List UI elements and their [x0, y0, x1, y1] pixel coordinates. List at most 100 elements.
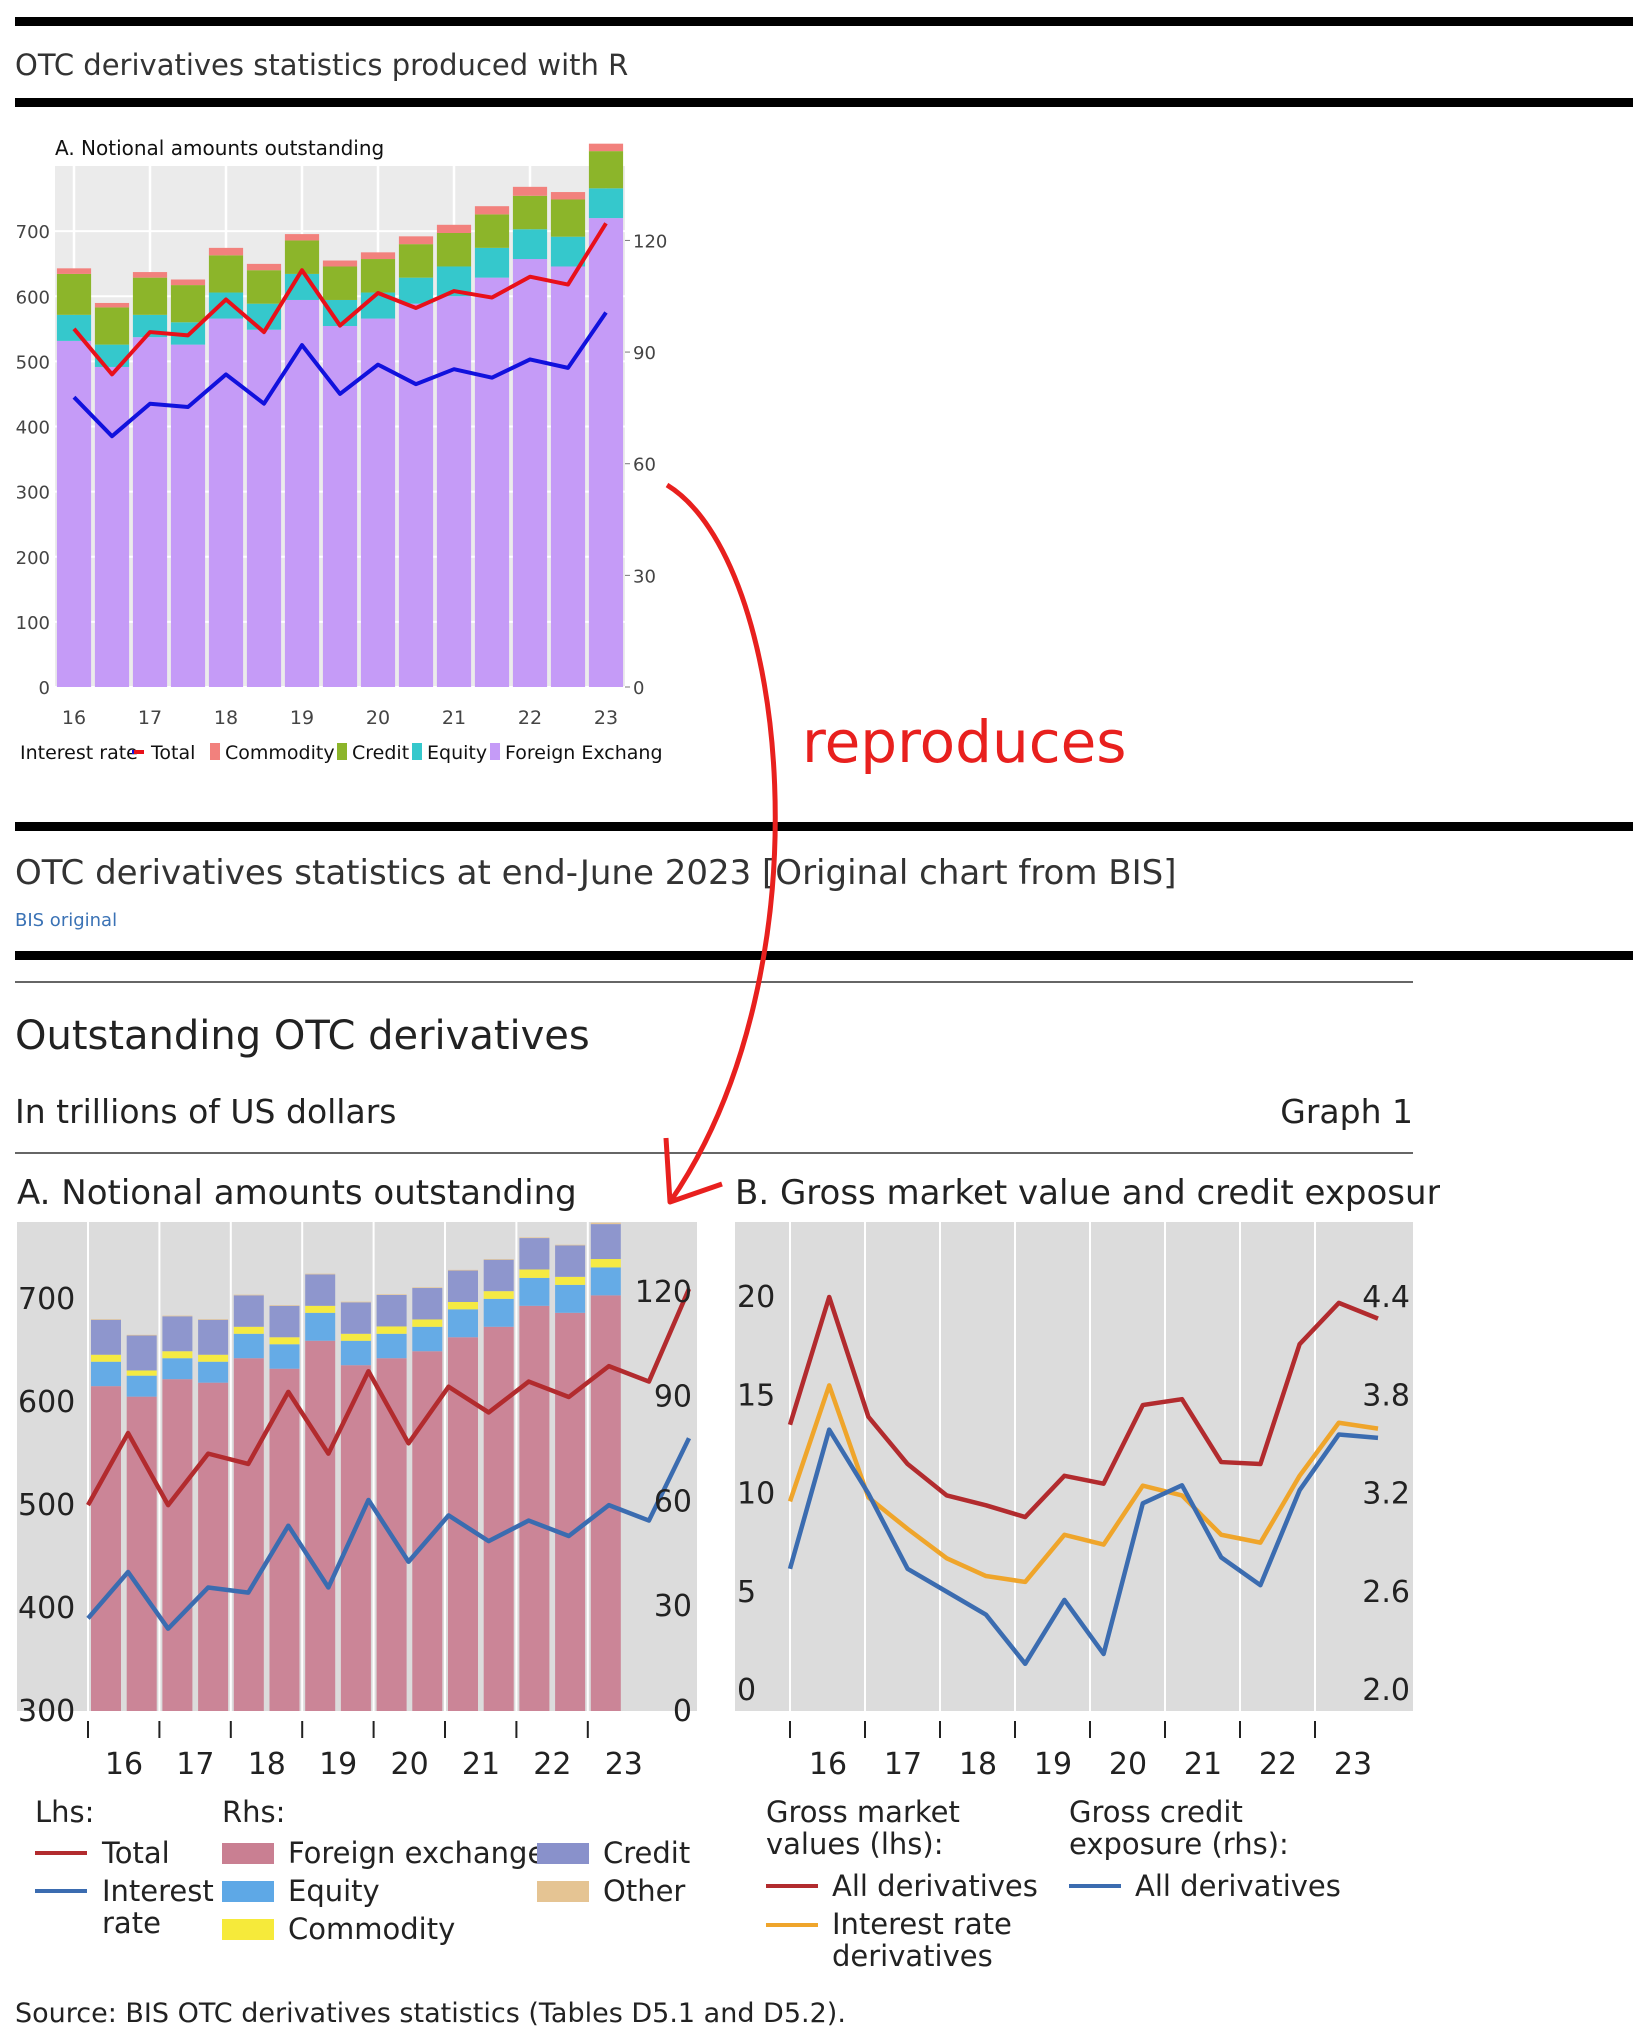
panel-a-right-tick: 120: [635, 1275, 692, 1310]
bar-foreign-exchange: [91, 1386, 121, 1711]
arrow-head: [663, 1137, 723, 1205]
bar-other: [519, 1237, 550, 1239]
legend-heading: values (lhs):: [766, 1827, 943, 1861]
panel-a-x-tick: 20: [391, 1747, 429, 1782]
r-legend-label: Foreign Exchang: [505, 742, 663, 764]
r-bar-commodity: [360, 252, 396, 260]
bis-subheader: In trillions of US dollars: [15, 1092, 397, 1131]
r-bar-equity: [56, 314, 92, 341]
bar-credit: [198, 1319, 229, 1355]
panel-a-left-tick: 500: [18, 1488, 75, 1523]
panel-b-x-tick: 17: [884, 1747, 922, 1782]
bar-commodity: [91, 1354, 121, 1362]
bar-equity: [269, 1344, 300, 1369]
legend-label: Credit: [603, 1836, 690, 1870]
r-x-tick: 19: [290, 707, 314, 729]
r-bar-credit: [132, 277, 168, 315]
bar-foreign-exchange: [162, 1379, 193, 1711]
legend-heading: exposure (rhs):: [1069, 1827, 1289, 1861]
panel-b-x-tick: 20: [1109, 1747, 1147, 1782]
bar-credit: [376, 1295, 407, 1327]
bar-foreign-exchange: [519, 1305, 550, 1711]
arrow-curve: [665, 482, 778, 1204]
bar-credit: [305, 1274, 336, 1306]
bar-other: [555, 1244, 586, 1246]
bar-other: [126, 1334, 157, 1336]
r-bar-fx: [398, 303, 434, 687]
r-left-tick: 100: [16, 613, 50, 634]
r-bar-equity: [246, 303, 282, 330]
legend-heading: Lhs:: [35, 1795, 94, 1829]
r-bar-credit: [208, 255, 244, 293]
r-right-tick: 30: [633, 566, 656, 587]
bar-equity: [376, 1333, 407, 1359]
panel-a-x-tick: 19: [319, 1747, 357, 1782]
r-bar-fx: [360, 318, 396, 687]
legend-swatch: [222, 1843, 274, 1864]
r-bar-commodity: [512, 186, 548, 196]
bar-credit: [233, 1295, 264, 1327]
r-legend-label: Credit: [352, 742, 409, 764]
panel-b-x-tick: 23: [1334, 1747, 1372, 1782]
panel-a-x-tick: 16: [105, 1747, 143, 1782]
panel-b-title: B. Gross market value and credit exposur…: [735, 1173, 1440, 1213]
line-total: [86, 1288, 692, 1508]
r-bar-equity: [550, 236, 586, 267]
r-bar-equity: [474, 247, 510, 278]
legend-heading: Gross market: [766, 1795, 960, 1829]
bar-equity: [590, 1267, 621, 1296]
r-line-interest-rate: [72, 311, 608, 439]
legend-label: rate: [102, 1906, 161, 1940]
bar-foreign-exchange: [590, 1295, 621, 1711]
panel-a-left-tick: 400: [18, 1591, 75, 1626]
panel-b-left-tick: 5: [737, 1575, 756, 1610]
panel-b-x-tick: 18: [959, 1747, 997, 1782]
panel-b-left-tick: 20: [737, 1280, 775, 1315]
bis-original-link[interactable]: BIS original: [15, 910, 118, 931]
bar-equity: [305, 1312, 336, 1341]
r-legend-swatch: [210, 743, 220, 760]
panel-a-right-tick: 90: [654, 1380, 692, 1415]
bar-credit: [483, 1259, 514, 1292]
r-bar-fx: [208, 318, 244, 687]
r-bar-commodity: [588, 143, 624, 152]
bar-other: [590, 1222, 621, 1225]
r-chart: A. Notional amounts outstanding010020030…: [16, 136, 668, 764]
rule-3: [15, 822, 1633, 831]
panel-b-right-tick: 2.6: [1362, 1575, 1410, 1610]
r-bar-fx: [512, 259, 548, 687]
bar-equity: [519, 1277, 550, 1306]
r-bar-credit: [360, 259, 396, 293]
r-chart-title: A. Notional amounts outstanding: [55, 136, 384, 160]
bar-other: [269, 1305, 300, 1306]
bar-credit: [448, 1270, 478, 1302]
bar-credit: [269, 1305, 300, 1338]
bar-other: [412, 1287, 443, 1289]
r-bar-fx: [550, 266, 586, 687]
bar-other: [91, 1319, 121, 1320]
bar-commodity: [590, 1259, 621, 1268]
bar-other: [305, 1273, 336, 1275]
r-bar-commodity: [170, 279, 206, 286]
legend-heading: Rhs:: [222, 1795, 285, 1829]
panel-b-x-tick: 22: [1259, 1747, 1297, 1782]
panel-a-x-tick: 22: [533, 1747, 571, 1782]
legend-heading: Gross credit: [1069, 1795, 1243, 1829]
bar-equity: [91, 1361, 121, 1387]
header-rule: [15, 981, 1413, 983]
legend-label: Equity: [288, 1874, 380, 1908]
r-legend-swatch: [337, 743, 347, 760]
bar-other: [162, 1315, 193, 1317]
r-bar-equity: [208, 292, 244, 319]
r-bar-credit: [550, 199, 586, 237]
r-bar-credit: [588, 151, 624, 189]
bar-commodity: [305, 1305, 336, 1313]
legend-label: All derivatives: [1135, 1869, 1341, 1903]
panel-a-x-tick: 17: [176, 1747, 214, 1782]
annotation-text: reproduces: [802, 708, 1127, 776]
r-legend-label: Equity: [427, 742, 487, 764]
bar-commodity: [269, 1337, 300, 1345]
graph-label: Graph 1: [1280, 1092, 1413, 1131]
r-x-tick: 17: [138, 707, 162, 729]
r-bar-equity: [588, 188, 624, 219]
